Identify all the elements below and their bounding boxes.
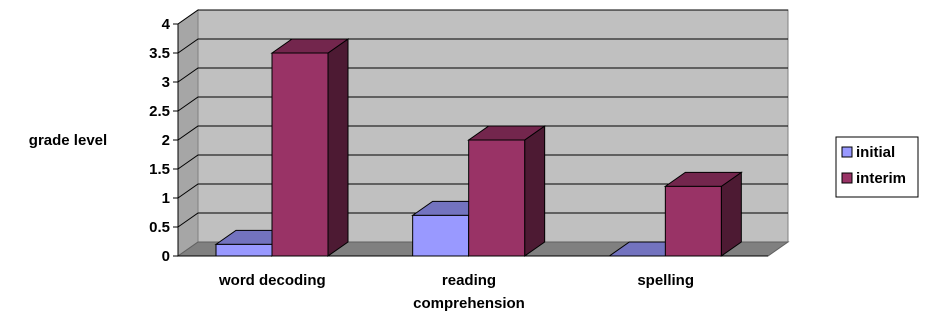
x-category-label: comprehension	[413, 295, 525, 312]
y-tick-label: 1	[162, 190, 170, 207]
gridline	[177, 9, 788, 25]
y-tick-label: 1.5	[149, 161, 170, 178]
legend-label-interim: interim	[856, 170, 906, 187]
bar-front-face	[468, 139, 526, 257]
gridline	[177, 38, 788, 54]
gridline	[177, 212, 788, 228]
y-tick-label: 2	[162, 132, 170, 149]
legend-swatch-interim	[841, 172, 853, 184]
y-tick-label: 0	[162, 248, 170, 265]
y-tick-label: 0.5	[149, 219, 170, 236]
legend-label-initial: initial	[856, 144, 895, 161]
y-tick-label: 2.5	[149, 103, 170, 120]
bar-front-face	[412, 214, 470, 257]
bar-side-face	[720, 171, 742, 257]
gridline	[177, 96, 788, 112]
y-tick-label: 3.5	[149, 45, 170, 62]
bar-side-face	[327, 38, 349, 257]
bar-side-face	[524, 125, 546, 257]
bar-interim-2	[663, 171, 743, 257]
bar-front-face	[664, 185, 722, 257]
bar-front-face	[271, 52, 329, 257]
gridline	[177, 183, 788, 199]
gridline	[177, 125, 788, 141]
bar-front-face	[215, 243, 273, 257]
legend-swatch-initial	[841, 146, 853, 158]
y-axis-label: grade level	[29, 132, 107, 149]
x-category-label: word decoding	[218, 272, 326, 289]
x-category-label: reading	[442, 272, 496, 289]
gridline	[177, 67, 788, 83]
bar-interim-1	[467, 125, 547, 257]
y-tick-label: 4	[162, 16, 171, 33]
x-category-label: spelling	[637, 272, 694, 289]
bar-interim-0	[270, 38, 350, 257]
gridline	[177, 154, 788, 170]
y-tick-label: 3	[162, 74, 170, 91]
